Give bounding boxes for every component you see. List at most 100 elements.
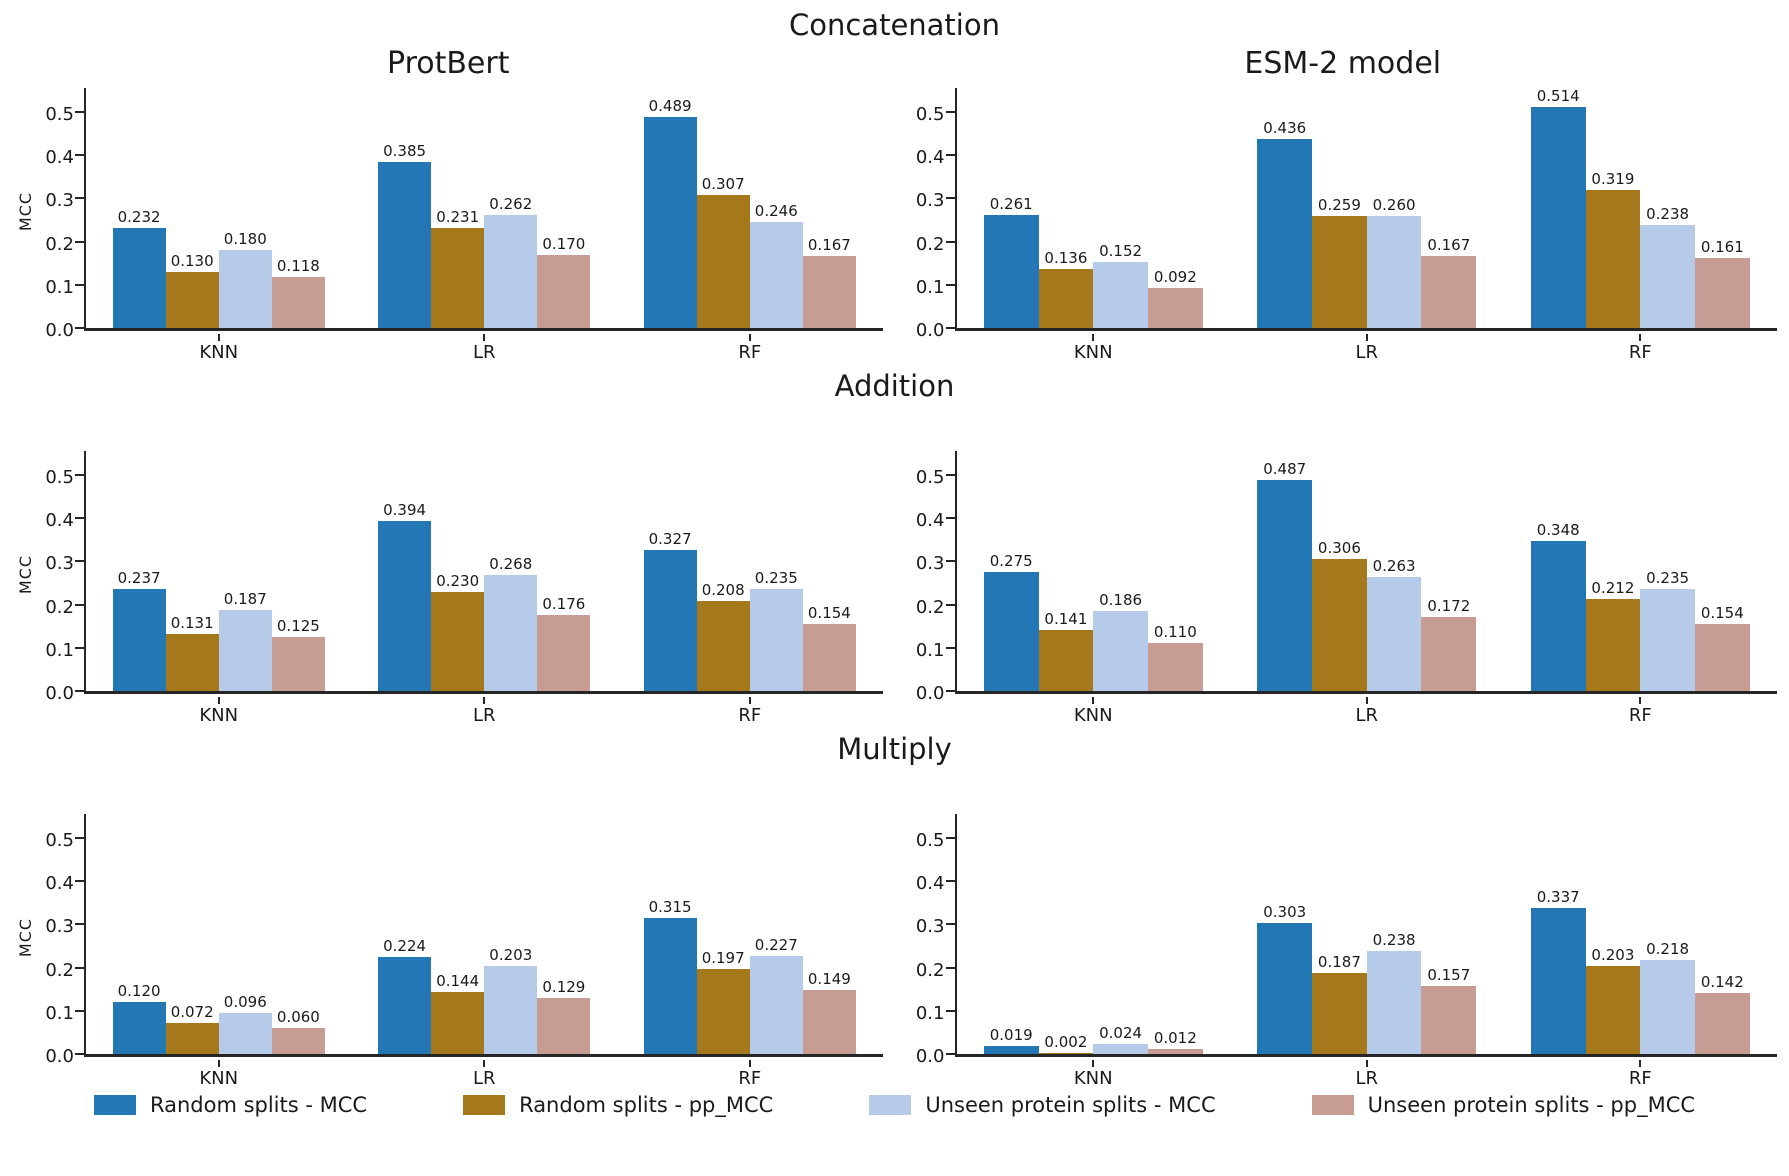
- bar: [1312, 558, 1367, 691]
- bar-slot: 0.263: [1366, 451, 1422, 691]
- bar-group: 0.019 0.002 0.024 0.012: [957, 814, 1231, 1054]
- bar: [802, 255, 856, 328]
- bar-value-label: 0.154: [807, 604, 851, 623]
- bar-value-label: 0.394: [383, 500, 427, 519]
- bar-slot: 0.315: [643, 814, 697, 1054]
- bar-group: 0.385 0.231 0.262 0.170: [352, 88, 618, 328]
- bar-value-label: 0.142: [1700, 972, 1744, 991]
- bar-slot: 0.131: [165, 451, 219, 691]
- y-axis-label-text: MCC: [16, 191, 36, 231]
- bar: [537, 254, 591, 328]
- bar: [218, 250, 272, 328]
- bar-cluster: 0.303 0.187 0.238 0.157: [1257, 814, 1477, 1054]
- chart-body: MCC 0.0 0.1 0.2 0.3 0.4 0.5 KNN LR RF 0.120 0.072 0.…: [14, 814, 883, 1089]
- y-axis-label: MCC: [14, 91, 38, 331]
- y-tick-labels: 0.0 0.1 0.2 0.3 0.4 0.5: [909, 817, 955, 1065]
- bar-slot: 0.149: [802, 814, 856, 1054]
- plot-area: KNN LR RF 0.019 0.002 0.024 0.012 0.303 0.187 0.2…: [945, 814, 1777, 1089]
- y-tick-mark: [945, 1009, 955, 1012]
- y-tick-mark: [945, 327, 955, 329]
- bar-groups: 0.275 0.141 0.186 0.110 0.487 0.306 0.263 0.172…: [957, 451, 1778, 691]
- bar: [1640, 589, 1695, 691]
- x-tick-label: KNN: [1073, 1068, 1113, 1089]
- x-tick-label: RF: [1628, 705, 1652, 726]
- y-tick-mark: [75, 923, 84, 926]
- bar-slot: 0.235: [749, 451, 803, 691]
- bar-slot: 0.307: [696, 88, 750, 328]
- y-axis-label: MCC: [14, 817, 38, 1057]
- bar-slot: 0.268: [484, 451, 538, 691]
- bar-slot: 0.096: [218, 814, 272, 1054]
- bar: [431, 228, 485, 328]
- bar: [1694, 992, 1750, 1054]
- bar: [1366, 951, 1422, 1054]
- y-tick-labels: 0.0 0.1 0.2 0.3 0.4 0.5: [38, 454, 84, 702]
- bar-cluster: 0.487 0.306 0.263 0.172: [1257, 451, 1477, 691]
- bar-value-label: 0.337: [1536, 888, 1580, 907]
- bar: [271, 636, 325, 691]
- bar-value-label: 0.385: [383, 141, 427, 160]
- bar-slot: 0.327: [643, 451, 697, 691]
- bar-slot: 0.170: [537, 88, 591, 328]
- x-tick-label: LR: [472, 1068, 496, 1089]
- x-tick-mark: [217, 697, 220, 704]
- bar: [218, 610, 272, 691]
- y-tick-mark: [945, 836, 955, 839]
- y-tick-mark: [945, 154, 955, 157]
- bar-cluster: 0.275 0.141 0.186 0.110: [983, 451, 1203, 691]
- chart-concatenation-esm2: ESM-2 model 0.0 0.1 0.2 0.3 0.4 0.5 KNN LR RF 0.26…: [909, 44, 1777, 363]
- bar-value-label: 0.092: [1153, 268, 1197, 287]
- bar-slot: 0.157: [1421, 814, 1477, 1054]
- bar-value-label: 0.263: [1372, 557, 1416, 576]
- bar: [431, 991, 485, 1054]
- y-tick-labels: 0.0 0.1 0.2 0.3 0.4 0.5: [38, 91, 84, 339]
- bar: [271, 276, 325, 328]
- y-tick-label: 0.1: [915, 1002, 945, 1024]
- y-tick-mark: [75, 1009, 84, 1012]
- bar-value-label: 0.170: [542, 234, 586, 253]
- bar-value-label: 0.230: [436, 571, 480, 590]
- bar-value-label: 0.315: [648, 897, 692, 916]
- bar-value-label: 0.208: [701, 581, 745, 600]
- x-tick-label: RF: [1628, 1068, 1652, 1089]
- y-tick-label: 0.2: [45, 959, 74, 981]
- bar: [643, 917, 697, 1054]
- x-tick-mark: [483, 1060, 486, 1067]
- y-tick-mark: [945, 283, 955, 286]
- x-tick-label: LR: [1355, 342, 1379, 363]
- bar-slot: 0.072: [165, 814, 219, 1054]
- bar-slot: 0.259: [1312, 88, 1367, 328]
- y-tick-label: 0.2: [915, 233, 945, 255]
- y-tick-mark: [75, 240, 84, 243]
- bar-group: 0.303 0.187 0.238 0.157: [1230, 814, 1504, 1054]
- bar-slot: 0.167: [1421, 88, 1477, 328]
- x-tick-mark: [217, 334, 220, 341]
- bar-slot: 0.060: [271, 814, 325, 1054]
- bar: [537, 614, 591, 691]
- bar-value-label: 0.072: [170, 1002, 214, 1021]
- y-tick-mark: [945, 240, 955, 243]
- bar-slot: 0.154: [1694, 451, 1750, 691]
- y-tick-mark: [945, 517, 955, 520]
- chart-body: 0.0 0.1 0.2 0.3 0.4 0.5 KNN LR RF 0.019 0.002 0.024…: [909, 814, 1777, 1089]
- chart-addition-protbert: MCC 0.0 0.1 0.2 0.3 0.4 0.5 KNN LR RF 0.237 0.131 0.…: [14, 451, 883, 726]
- bar: [1585, 190, 1641, 328]
- bar-cluster: 0.019 0.002 0.024 0.012: [983, 814, 1203, 1054]
- bar: [1257, 139, 1313, 328]
- bar-slot: 0.125: [271, 451, 325, 691]
- bar-value-label: 0.118: [276, 256, 320, 275]
- bar-value-label: 0.167: [807, 235, 851, 254]
- y-tick-label: 0.4: [45, 147, 74, 169]
- bar-value-label: 0.275: [989, 552, 1033, 571]
- bar-slot: 0.489: [643, 88, 697, 328]
- bar-value-label: 0.130: [170, 251, 214, 270]
- bar-slot: 0.118: [271, 88, 325, 328]
- legend-label: Random splits - MCC: [149, 1093, 368, 1117]
- y-tick-mark: [75, 154, 84, 157]
- y-tick-mark: [75, 283, 84, 286]
- bar: [484, 214, 538, 328]
- bar-cluster: 0.327 0.208 0.235 0.154: [643, 451, 856, 691]
- bar-value-label: 0.172: [1427, 596, 1471, 615]
- bar-groups: 0.237 0.131 0.187 0.125 0.394 0.230 0.268 0.176…: [86, 451, 883, 691]
